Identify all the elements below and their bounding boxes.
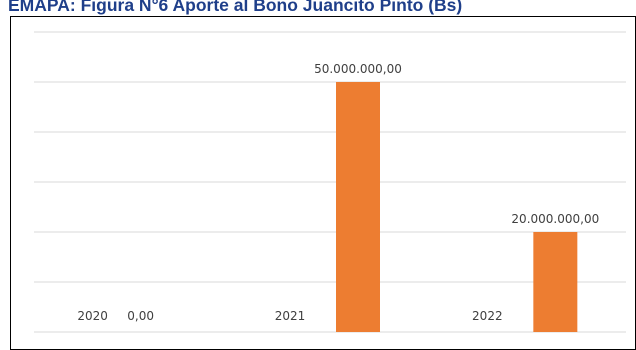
data-label: 20.000.000,00: [511, 212, 599, 226]
data-label: 0,00: [127, 309, 154, 323]
bar: [533, 232, 578, 332]
data-label: 50.000.000,00: [314, 62, 402, 76]
chart-title: EMAPA: Figura N°6 Aporte al Bono Juancit…: [8, 0, 463, 15]
category-label: 2022: [472, 309, 503, 323]
category-label: 2020: [77, 309, 108, 323]
bar: [336, 82, 380, 332]
category-label: 2021: [275, 309, 306, 323]
